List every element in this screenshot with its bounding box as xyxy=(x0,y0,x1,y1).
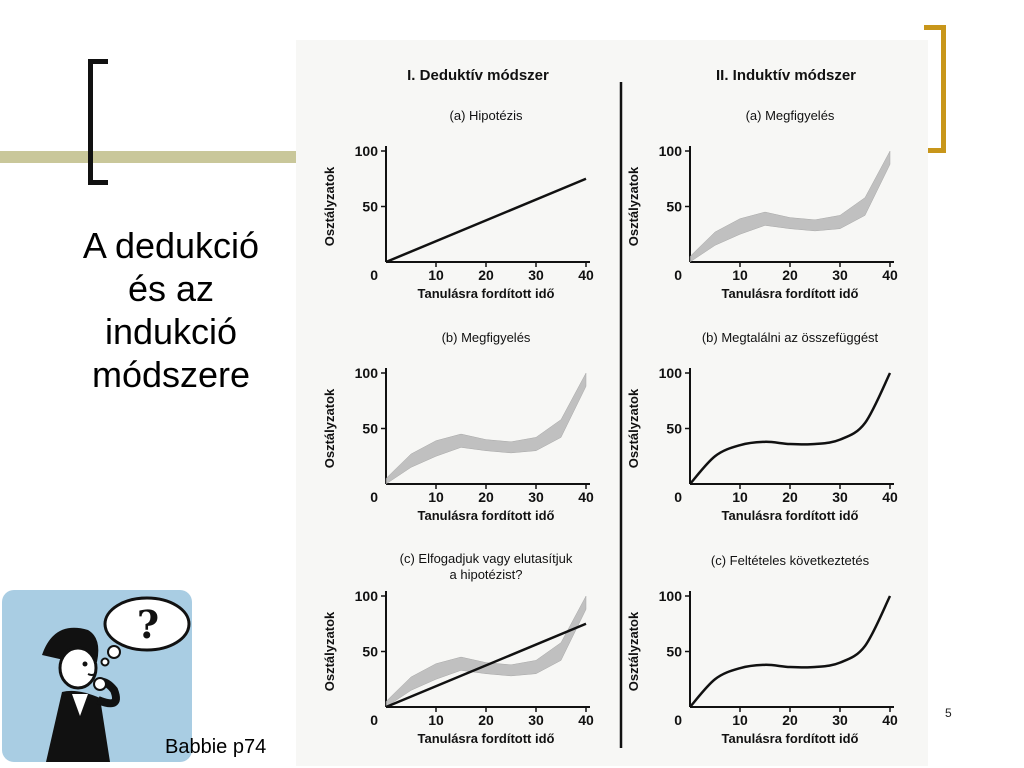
x-tick-label: 0 xyxy=(370,712,378,728)
y-tick-label: 50 xyxy=(362,644,378,660)
x-tick-label: 30 xyxy=(832,267,848,283)
x-tick-label: 40 xyxy=(578,712,594,728)
y-tick-label: 50 xyxy=(362,199,378,215)
x-tick-label: 0 xyxy=(674,712,682,728)
heading-inductive: II. Induktív módszer xyxy=(716,67,856,84)
y-axis-label: Osztályzatok xyxy=(322,388,337,468)
thinking-man-icon: ? xyxy=(42,596,191,762)
x-axis-label: Tanulásra fordított idő xyxy=(722,508,859,523)
x-tick-label: 40 xyxy=(578,267,594,283)
x-axis-label: Tanulásra fordított idő xyxy=(418,731,555,746)
x-axis-label: Tanulásra fordított idő xyxy=(418,508,555,523)
relationship-curve xyxy=(689,372,892,485)
y-tick-label: 100 xyxy=(659,143,683,159)
y-tick-label: 50 xyxy=(666,644,682,660)
x-tick-label: 0 xyxy=(674,267,682,283)
left-bracket-icon xyxy=(88,59,108,185)
x-tick-label: 10 xyxy=(732,267,748,283)
chart-panel: (b) Megfigyelés Osztályzatok Tanulásra for… xyxy=(322,330,594,523)
y-tick-label: 100 xyxy=(355,588,379,604)
x-tick-label: 20 xyxy=(782,712,798,728)
x-tick-label: 40 xyxy=(578,489,594,505)
x-tick-label: 0 xyxy=(674,489,682,505)
panel-label: (c) Elfogadjuk vagy elutasítjuk xyxy=(400,551,573,566)
panel-label: (b) Megtalálni az összefüggést xyxy=(702,330,879,345)
x-tick-label: 10 xyxy=(428,712,444,728)
chart-panel: (c) Feltételes következtetés Osztályzatok… xyxy=(626,553,898,746)
x-tick-label: 10 xyxy=(428,489,444,505)
right-bracket-icon xyxy=(924,25,946,153)
heading-deductive: I. Deduktív módszer xyxy=(407,67,549,84)
x-tick-label: 40 xyxy=(882,267,898,283)
relationship-curve xyxy=(689,595,892,708)
x-axis-label: Tanulásra fordított idő xyxy=(418,286,555,301)
x-tick-label: 30 xyxy=(528,267,544,283)
y-axis-label: Osztályzatok xyxy=(322,611,337,691)
observation-band xyxy=(385,372,587,485)
observation-band xyxy=(689,150,891,263)
svg-text:?: ? xyxy=(137,602,159,647)
x-tick-label: 0 xyxy=(370,267,378,283)
y-tick-label: 100 xyxy=(659,588,683,604)
x-tick-label: 30 xyxy=(832,712,848,728)
x-tick-label: 40 xyxy=(882,712,898,728)
x-tick-label: 0 xyxy=(370,489,378,505)
x-tick-label: 40 xyxy=(882,489,898,505)
y-axis-label: Osztályzatok xyxy=(322,166,337,246)
x-tick-label: 30 xyxy=(528,712,544,728)
chart-panel: (b) Megtalálni az összefüggést Osztályzat… xyxy=(626,330,898,523)
slide-title: A dedukció és az indukció módszere xyxy=(82,225,260,395)
x-tick-label: 20 xyxy=(478,712,494,728)
y-tick-label: 50 xyxy=(362,421,378,437)
y-tick-label: 50 xyxy=(666,421,682,437)
panel-label-line2: a hipotézist? xyxy=(450,567,523,582)
panel-label: (c) Feltételes következtetés xyxy=(711,553,870,568)
page-number: 5 xyxy=(945,706,952,720)
x-tick-label: 10 xyxy=(732,712,748,728)
y-tick-label: 50 xyxy=(666,199,682,215)
observation-band xyxy=(385,595,587,708)
y-axis-label: Osztályzatok xyxy=(626,388,641,468)
x-tick-label: 20 xyxy=(478,489,494,505)
chart-panel: (a) Hipotézis Osztályzatok Tanulásra fordí… xyxy=(322,108,594,301)
hypothesis-line xyxy=(385,622,587,709)
panel-label: (a) Hipotézis xyxy=(450,108,523,123)
source-credit: Babbie p74 xyxy=(165,736,267,758)
y-tick-label: 100 xyxy=(659,365,683,381)
x-tick-label: 30 xyxy=(528,489,544,505)
x-tick-label: 10 xyxy=(732,489,748,505)
x-tick-label: 20 xyxy=(782,489,798,505)
panel-label: (b) Megfigyelés xyxy=(442,330,531,345)
panel-group: (a) Hipotézis Osztályzatok Tanulásra fordí… xyxy=(322,108,898,746)
x-axis-label: Tanulásra fordított idő xyxy=(722,286,859,301)
figure-svg: I. Deduktív módszer II. Induktív módszer… xyxy=(322,67,898,748)
chart-panel: (a) Megfigyelés Osztályzatok Tanulásra for… xyxy=(626,108,898,301)
x-tick-label: 10 xyxy=(428,267,444,283)
y-tick-label: 100 xyxy=(355,143,379,159)
x-axis-label: Tanulásra fordított idő xyxy=(722,731,859,746)
deduction-induction-figure: I. Deduktív módszer II. Induktív módszer… xyxy=(296,40,928,766)
thinking-man-cartoon: ? xyxy=(2,590,192,762)
x-tick-label: 20 xyxy=(478,267,494,283)
olive-accent-bar xyxy=(0,151,300,163)
y-axis-label: Osztályzatok xyxy=(626,166,641,246)
panel-label: (a) Megfigyelés xyxy=(746,108,835,123)
x-tick-label: 30 xyxy=(832,489,848,505)
x-tick-label: 20 xyxy=(782,267,798,283)
y-axis-label: Osztályzatok xyxy=(626,611,641,691)
y-tick-label: 100 xyxy=(355,365,379,381)
hypothesis-line xyxy=(385,177,587,264)
